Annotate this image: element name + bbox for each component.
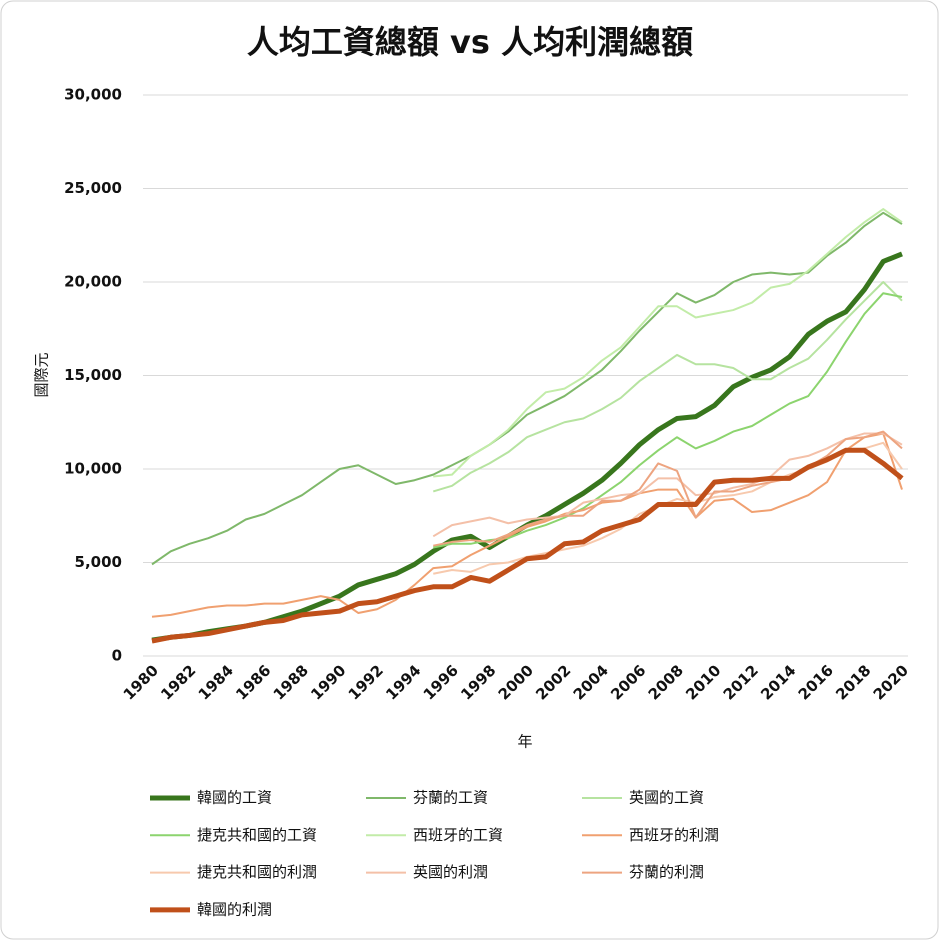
chart-title: 人均工資總額 vs 人均利潤總額 [247,23,693,61]
series-line [432,281,903,493]
y-tick-label: 20,000 [64,273,122,291]
series-line [432,432,903,538]
y-axis-title: 國際元 [33,352,51,397]
legend-label: 英國的工資 [629,789,704,807]
series-line [151,432,903,618]
legend-label: 芬蘭的工資 [413,789,488,807]
y-tick-label: 30,000 [64,86,122,104]
series-line [151,447,904,644]
series-line [151,211,903,566]
y-tick-label: 10,000 [64,460,122,478]
legend-label: 英國的利潤 [413,863,488,881]
legend-label: 韓國的利潤 [197,900,272,918]
series-line [433,208,903,478]
x-axis-title: 年 [517,733,532,751]
y-tick-label: 5,000 [75,553,122,571]
legend-label: 西班牙的工資 [413,826,503,844]
legend-label: 芬蘭的利潤 [629,863,704,881]
series-line [433,292,903,549]
legend-label: 西班牙的利潤 [629,826,719,844]
legend-label: 捷克共和國的利潤 [197,863,317,881]
series-line [433,430,903,547]
y-tick-label: 25,000 [64,179,122,197]
legend-label: 捷克共和國的工資 [197,826,317,844]
legend-label: 韓國的工資 [197,789,272,807]
y-tick-label: 0 [112,647,122,665]
y-tick-label: 15,000 [64,366,122,384]
